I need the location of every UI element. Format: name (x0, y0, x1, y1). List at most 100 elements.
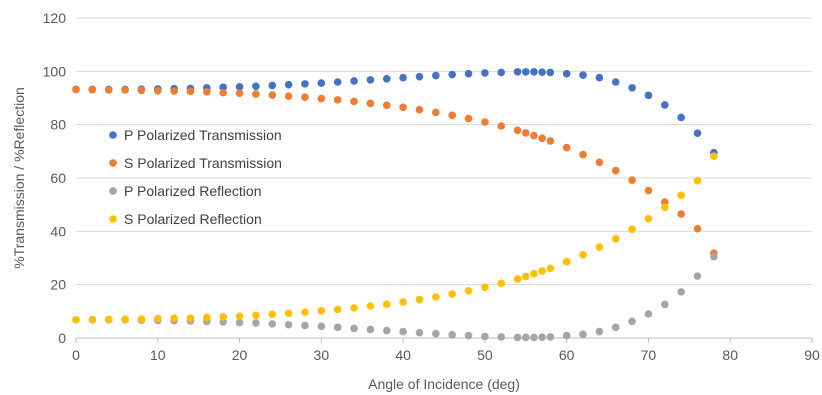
data-point (497, 68, 506, 77)
data-point (350, 77, 358, 85)
data-point (497, 279, 506, 288)
data-point (579, 251, 587, 259)
data-point (530, 68, 538, 76)
data-point (268, 320, 277, 328)
data-point (350, 324, 358, 333)
data-point (415, 72, 424, 81)
data-point (301, 308, 309, 316)
data-point (579, 150, 587, 159)
data-point (219, 312, 227, 321)
data-points (72, 68, 718, 342)
data-point (464, 331, 473, 340)
data-point (710, 252, 718, 261)
data-point (317, 322, 326, 331)
data-point (219, 88, 227, 97)
data-point (268, 310, 277, 319)
data-point (219, 318, 227, 326)
data-point (513, 275, 522, 283)
series-1 (72, 85, 718, 257)
legend-item: S Polarized Transmission (109, 155, 282, 171)
data-point (104, 315, 113, 324)
data-point (350, 304, 358, 312)
data-point (382, 300, 391, 308)
data-point (186, 314, 195, 322)
data-point (72, 316, 80, 324)
data-point (521, 333, 530, 342)
data-point (595, 73, 604, 82)
legend-label: P Polarized Reflection (124, 183, 261, 199)
data-point (464, 287, 473, 295)
y-tick-label: 0 (58, 330, 66, 346)
data-point (366, 99, 375, 108)
legend-marker (109, 187, 117, 195)
data-point (186, 87, 195, 96)
data-point (366, 302, 375, 310)
legend-label: S Polarized Reflection (124, 211, 262, 227)
data-point (546, 264, 555, 273)
data-point (628, 84, 636, 92)
data-point (611, 323, 620, 332)
data-point (284, 320, 293, 329)
data-point (382, 101, 391, 109)
x-tick-label: 70 (641, 347, 657, 363)
data-point (693, 224, 702, 233)
data-point (333, 96, 342, 104)
data-point (72, 85, 80, 94)
data-point (432, 71, 440, 80)
data-point (382, 326, 391, 335)
data-point (521, 129, 530, 137)
data-point (579, 330, 587, 339)
data-point (317, 94, 326, 103)
data-point (579, 71, 587, 79)
data-point (399, 327, 407, 336)
data-point (530, 269, 538, 278)
data-point (628, 176, 636, 184)
data-point (530, 333, 538, 342)
data-point (611, 166, 620, 175)
data-point (415, 328, 424, 337)
legend-item: S Polarized Reflection (109, 211, 262, 227)
series-2 (72, 252, 718, 342)
y-axis-title: %Transmission / %Reflection (11, 87, 27, 269)
data-point (448, 70, 456, 79)
data-point (693, 176, 702, 185)
data-point (481, 69, 489, 77)
y-tick-label: 20 (50, 277, 66, 293)
axes (75, 337, 813, 343)
data-point (203, 313, 211, 322)
data-point (153, 87, 162, 95)
data-point (677, 113, 685, 122)
data-point (546, 68, 555, 77)
data-point (170, 314, 178, 323)
data-point (399, 103, 407, 112)
data-point (693, 272, 702, 280)
data-point (497, 333, 506, 341)
data-point (595, 243, 604, 251)
data-point (497, 122, 506, 130)
data-point (595, 158, 604, 167)
legend-item: P Polarized Reflection (109, 183, 261, 199)
data-point (661, 300, 669, 309)
data-point (432, 108, 440, 117)
data-point (562, 257, 571, 266)
data-point (644, 186, 653, 195)
data-point (301, 321, 309, 330)
data-point (538, 267, 546, 275)
data-point (432, 293, 440, 301)
data-point (284, 80, 293, 89)
data-point (301, 80, 309, 88)
data-point (538, 134, 546, 143)
data-point (628, 225, 636, 233)
data-point (104, 86, 113, 94)
data-point (611, 78, 620, 86)
data-point (644, 215, 653, 223)
data-point (481, 332, 489, 341)
y-tick-label: 40 (50, 223, 66, 239)
data-point (481, 283, 489, 292)
legend-marker (109, 131, 117, 139)
data-point (562, 143, 571, 152)
data-point (415, 105, 424, 114)
data-point (219, 83, 227, 92)
data-point (350, 97, 358, 106)
data-point (88, 85, 97, 94)
